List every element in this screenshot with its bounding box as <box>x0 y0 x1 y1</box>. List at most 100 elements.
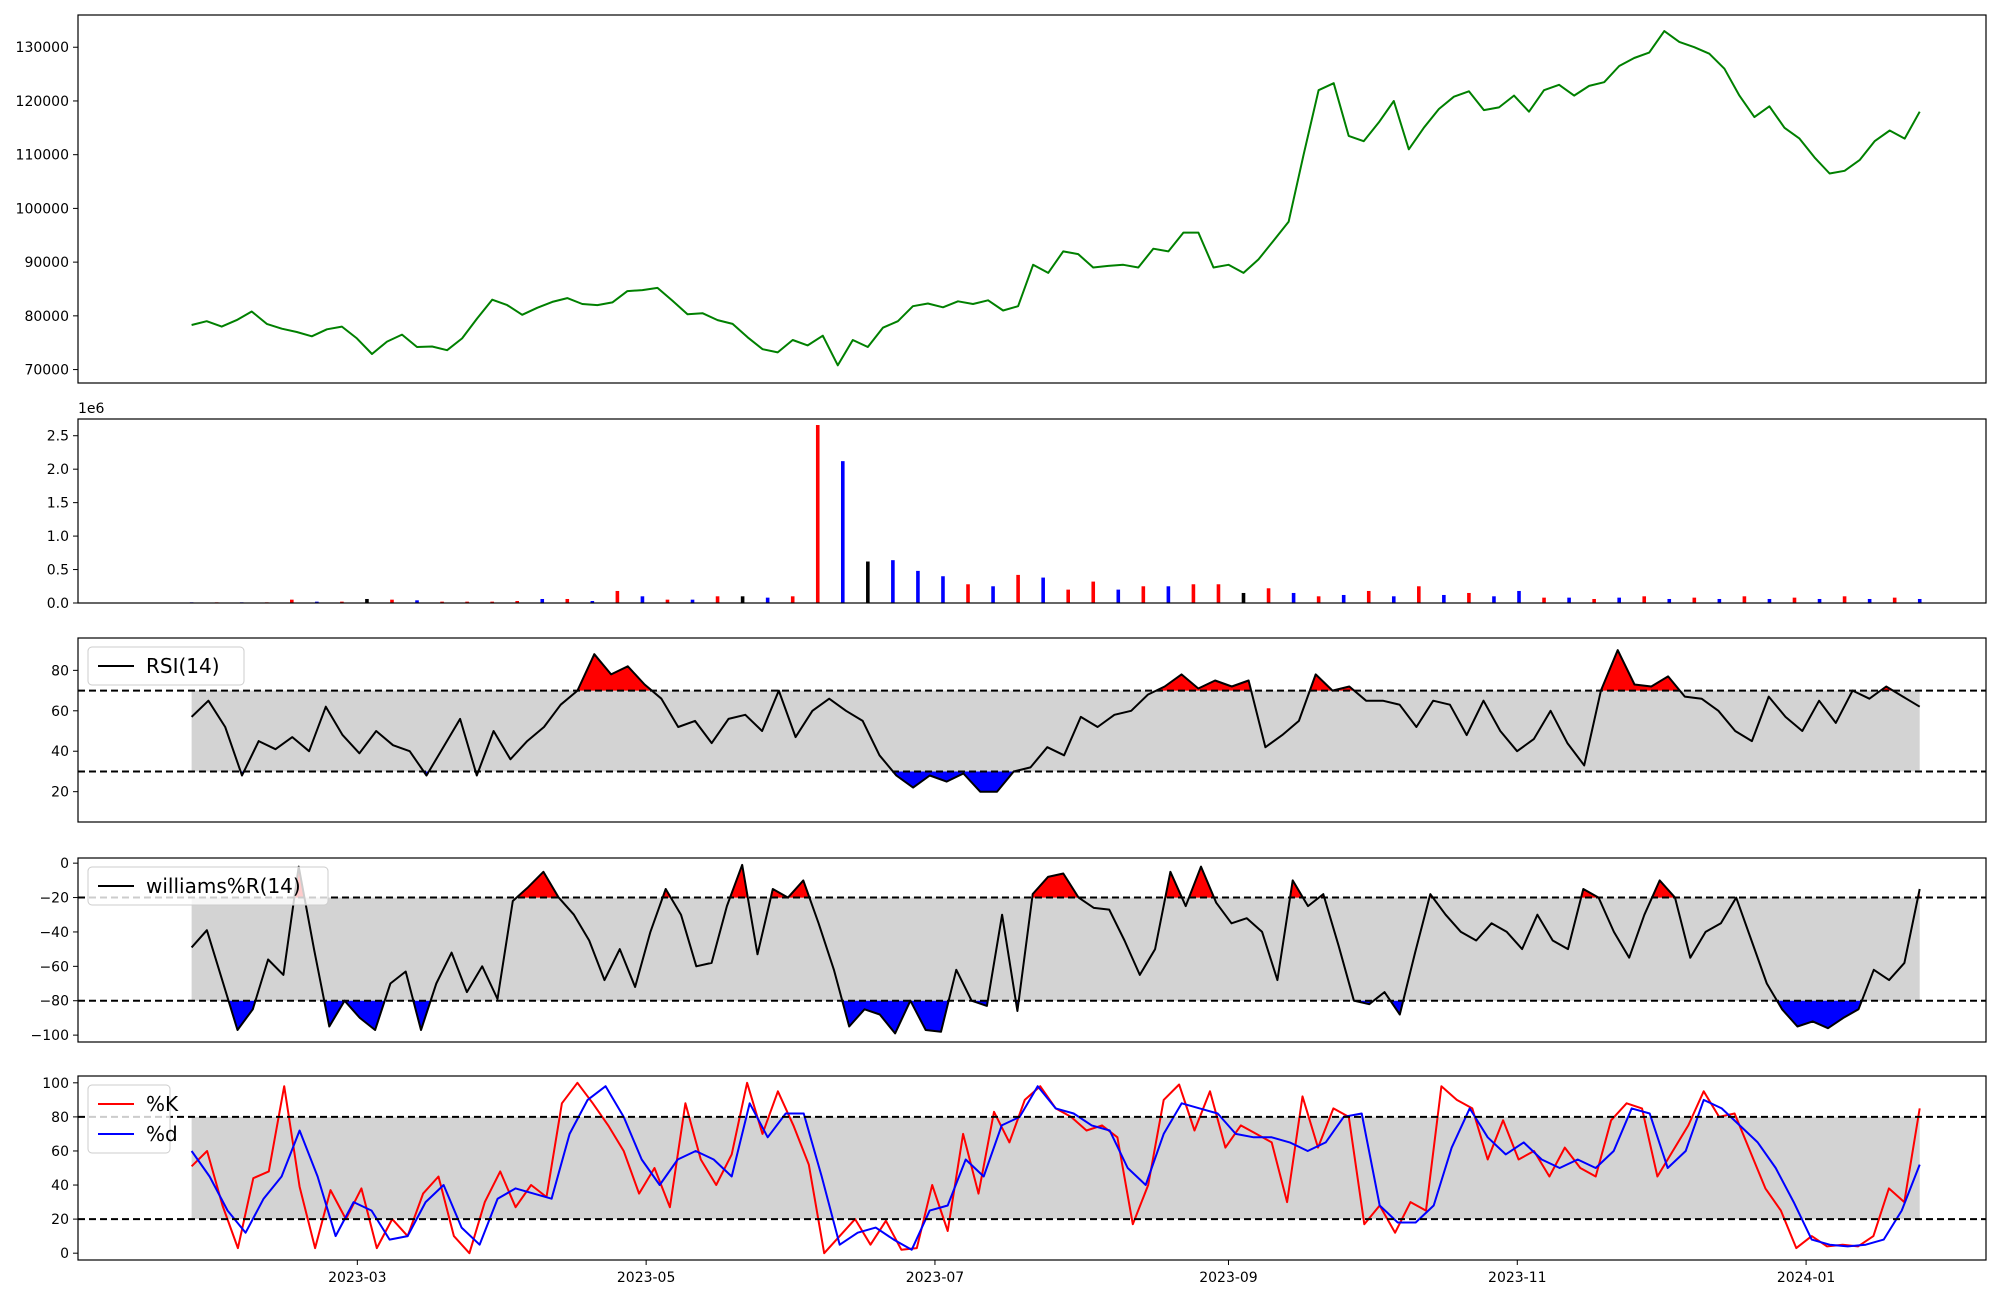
williams-r-series-line-0 <box>190 863 1921 1035</box>
volume-bar <box>1417 586 1421 603</box>
williams-r-overbought-fill <box>1189 866 1215 898</box>
rsi-band <box>191 690 1920 772</box>
legend-label: williams%R(14) <box>146 874 301 898</box>
volume-bar <box>1842 596 1847 603</box>
volume-bar <box>1542 597 1546 603</box>
y-tick-label: 70000 <box>24 363 69 379</box>
williams-r-overbought-fill <box>516 871 559 898</box>
volume-bar <box>1141 586 1146 603</box>
y-tick-label: 2.0 <box>47 462 69 478</box>
volume-bar <box>565 598 570 603</box>
williams-r-axes-frame <box>77 857 1987 1043</box>
volume-bar <box>1817 598 1822 603</box>
x-tick-label: 2024-01 <box>1777 1270 1836 1286</box>
y-tick-label: 20 <box>51 1212 69 1228</box>
y-tick-label: 0 <box>60 1246 69 1262</box>
volume-bar <box>1492 596 1496 603</box>
volume-bar <box>1792 597 1797 603</box>
legend-label: RSI(14) <box>146 654 220 678</box>
williams-r-oversold-fill <box>1777 1000 1862 1029</box>
volume-bar <box>690 599 695 603</box>
volume-bar <box>765 597 770 603</box>
volume-bar <box>365 598 369 603</box>
y-tick-label: −60 <box>39 959 69 975</box>
legend-label: %K <box>146 1092 179 1116</box>
y-exponent-label: 1e6 <box>78 401 105 417</box>
price-panel: 70000 80000 90000 100000 110000 120000 130000 <box>16 14 1987 384</box>
legend-label: %d <box>146 1122 178 1146</box>
volume-bar <box>1592 598 1596 603</box>
volume-bar <box>1266 588 1271 603</box>
volume-bar <box>840 461 845 603</box>
y-tick-label: 2.5 <box>47 429 69 445</box>
volume-bar <box>465 601 469 603</box>
volume-bar <box>290 599 294 603</box>
volume-bar <box>1717 598 1722 603</box>
y-tick-label: 40 <box>51 744 69 760</box>
y-tick-label: 40 <box>51 1178 69 1194</box>
x-tick-label: 2023-09 <box>1199 1270 1258 1286</box>
volume-bar <box>1567 597 1571 603</box>
volume-bar <box>1892 597 1897 603</box>
rsi-series-line-0 <box>190 649 1921 793</box>
y-tick-label: 60 <box>51 1144 69 1160</box>
y-tick-label: 110000 <box>16 148 69 164</box>
rsi-legend <box>87 646 245 686</box>
volume-bar <box>815 425 820 603</box>
rsi-overbought-fill <box>1156 674 1252 691</box>
y-tick-label: 1.5 <box>47 496 69 512</box>
y-tick-label: 100 <box>42 1076 69 1092</box>
volume-bar <box>1467 592 1471 603</box>
volume-bar <box>916 570 920 603</box>
volume-bar <box>340 601 344 603</box>
volume-bar <box>515 600 520 603</box>
volume-bar <box>1041 577 1045 603</box>
volume-bar <box>1016 574 1020 603</box>
y-tick-label: 90000 <box>24 255 69 271</box>
rsi-oversold-fill <box>892 771 1014 792</box>
y-tick-label: 20 <box>51 785 69 801</box>
y-tick-label: 60 <box>51 704 69 720</box>
volume-bar <box>440 601 444 603</box>
volume-bar <box>665 599 670 603</box>
volume-bar <box>1166 586 1171 603</box>
volume-bar <box>1091 581 1096 603</box>
volume-bar <box>866 561 870 603</box>
y-tick-label: 0.0 <box>47 596 69 612</box>
volume-bar <box>991 586 995 603</box>
stochastic-axes-frame <box>77 1075 1987 1261</box>
volume-bar <box>1341 594 1346 603</box>
x-axis: 2023-03 2023-05 2023-07 2023-09 2023-11 2024-… <box>328 1260 1835 1286</box>
rsi-axes-frame <box>77 637 1987 823</box>
y-tick-label: 0.5 <box>47 563 69 579</box>
volume-bar <box>740 596 745 603</box>
y-tick-label: −20 <box>39 891 69 907</box>
volume-bar <box>540 598 545 603</box>
x-tick-label: 2023-11 <box>1488 1270 1547 1286</box>
volume-bar <box>315 601 319 603</box>
y-tick-label: 130000 <box>16 40 69 56</box>
y-tick-label: 80 <box>51 1110 69 1126</box>
stochastic-panel: 0 20 40 60 80 100 %K %d <box>42 1075 1987 1262</box>
volume-bar <box>1391 596 1396 603</box>
williams-r-oversold-fill <box>842 1000 949 1034</box>
volume-bar <box>590 600 595 603</box>
volume-bar <box>1291 592 1296 603</box>
volume-bar <box>1517 590 1521 603</box>
volume-bar <box>1191 584 1196 603</box>
volume-bar <box>1917 598 1922 603</box>
volume-bar <box>1442 594 1446 603</box>
williams-r-panel: −100 −80 −60 −40 −20 0 williams%R(14) <box>31 856 1987 1044</box>
rsi-panel: 20 40 60 80 RSI(14) <box>51 637 1987 823</box>
rsi-overbought-fill <box>1600 650 1680 691</box>
y-tick-label: 0 <box>60 856 69 872</box>
volume-axes-frame <box>77 418 1987 604</box>
volume-bar <box>1742 596 1747 603</box>
price-series-line-0 <box>191 30 1921 367</box>
stochastic-series-line-1 <box>190 1085 1921 1251</box>
y-tick-label: −40 <box>39 925 69 941</box>
volume-bar <box>715 596 720 603</box>
y-tick-label: 120000 <box>16 94 69 110</box>
y-tick-label: 1.0 <box>47 529 69 545</box>
